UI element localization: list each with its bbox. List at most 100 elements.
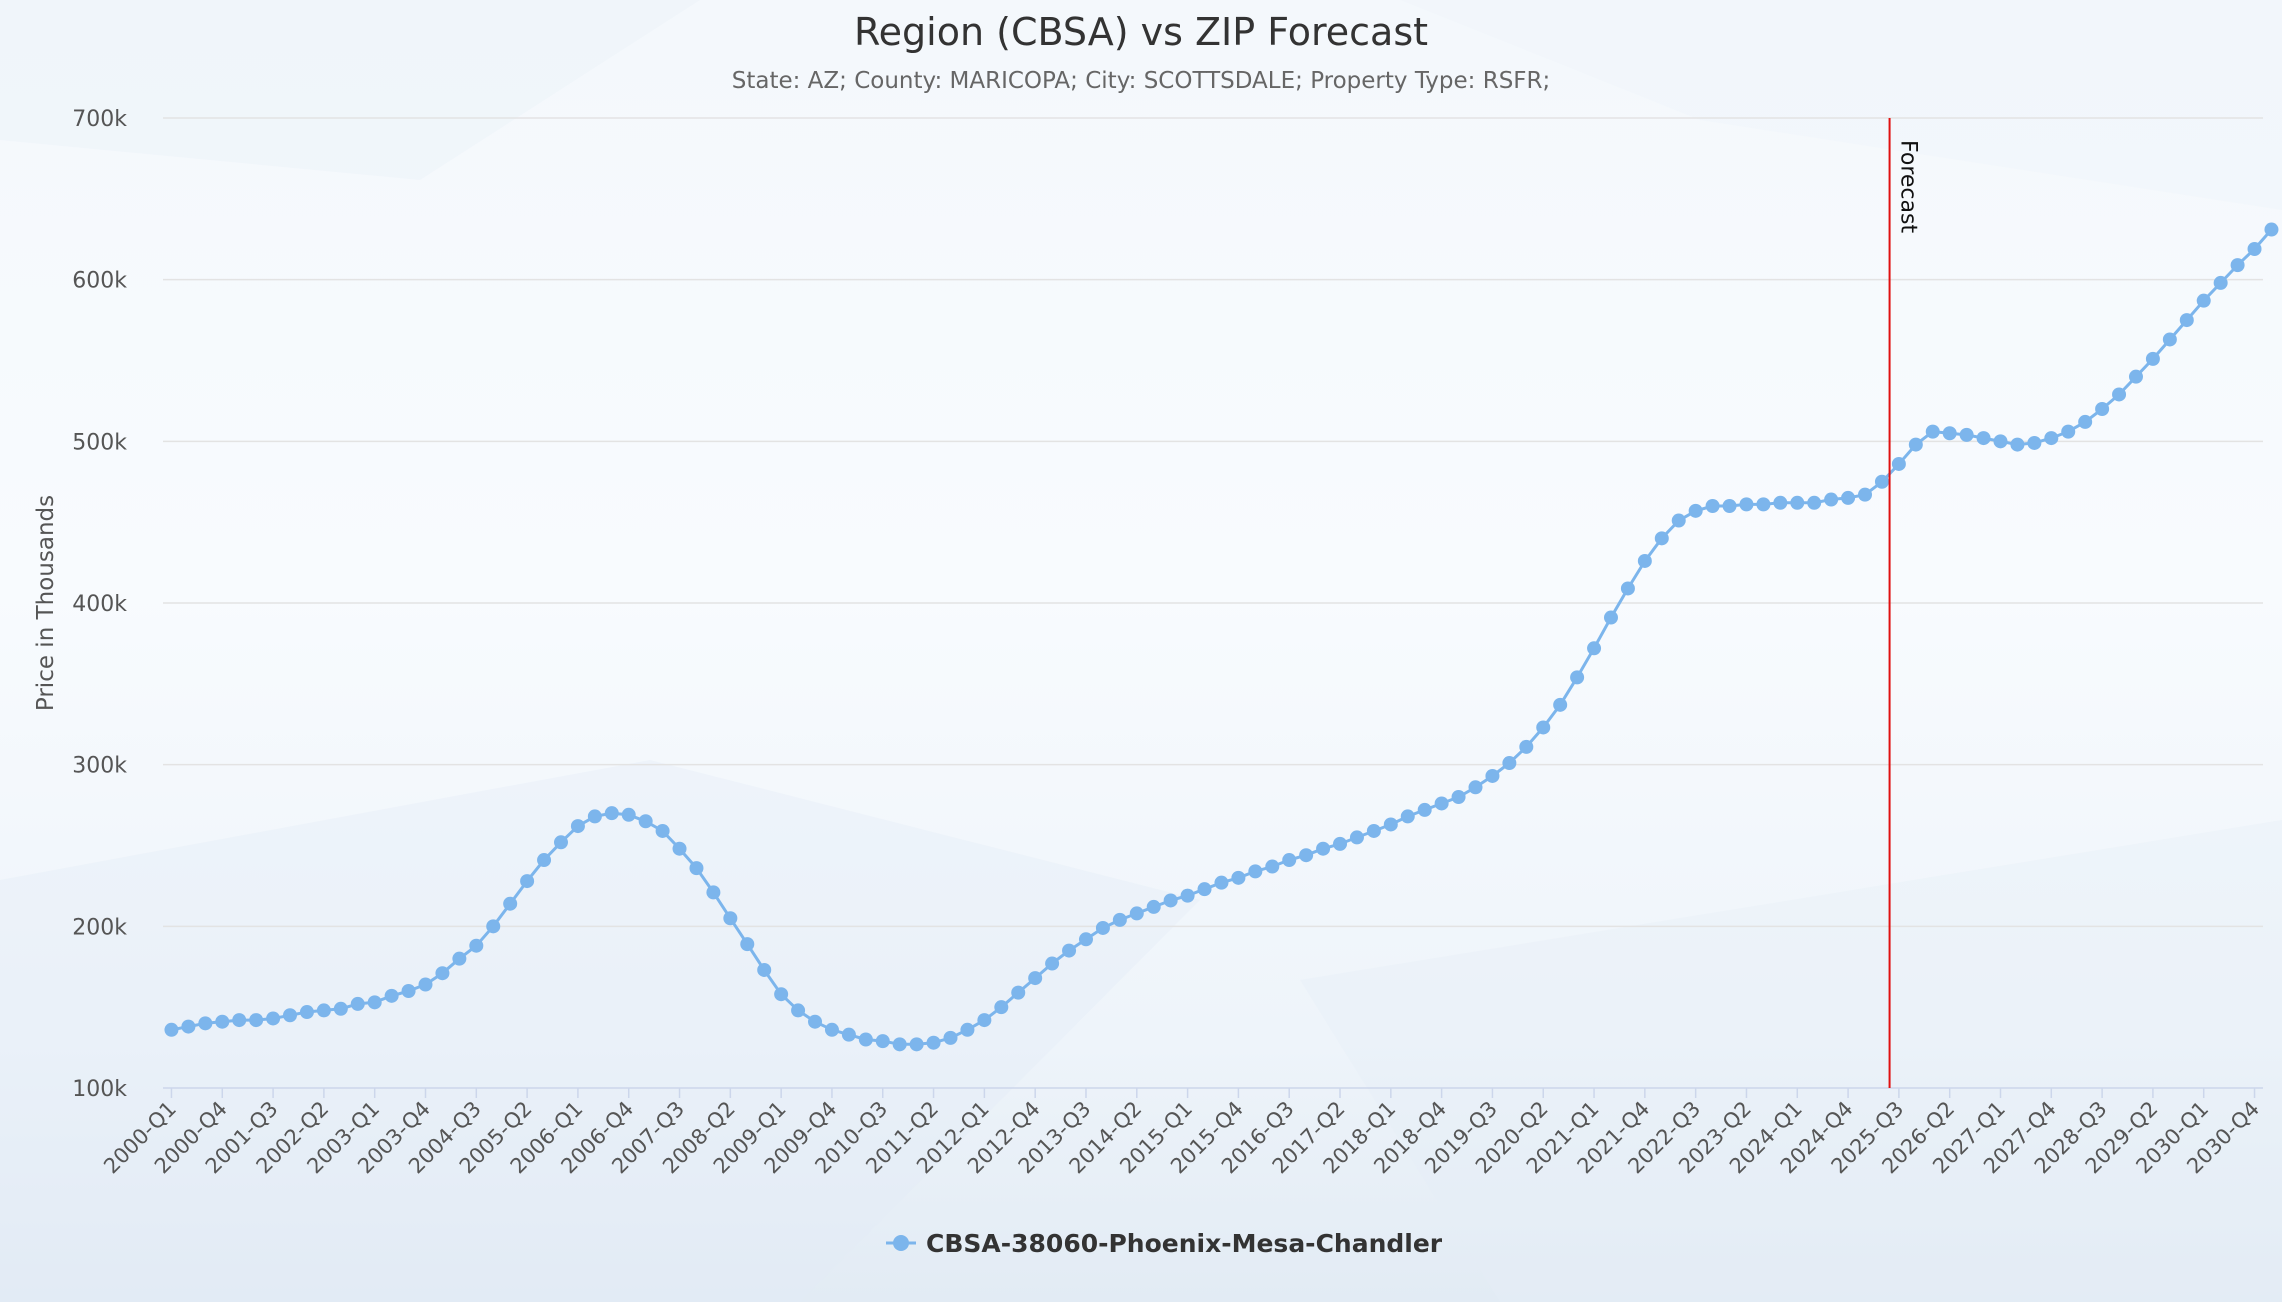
data-point[interactable] (909, 1037, 924, 1052)
data-point[interactable] (1570, 670, 1585, 685)
data-point[interactable] (892, 1037, 907, 1052)
data-point[interactable] (1942, 426, 1957, 441)
data-point[interactable] (1688, 503, 1703, 518)
data-point[interactable] (1993, 434, 2008, 449)
data-point[interactable] (1502, 756, 1517, 771)
data-point[interactable] (1824, 492, 1839, 507)
data-point[interactable] (2027, 435, 2042, 450)
data-point[interactable] (1739, 497, 1754, 512)
data-point[interactable] (1366, 823, 1381, 838)
data-point[interactable] (1536, 720, 1551, 735)
data-point[interactable] (672, 841, 687, 856)
data-point[interactable] (757, 962, 772, 977)
data-point[interactable] (706, 885, 721, 900)
data-point[interactable] (2264, 222, 2279, 237)
data-point[interactable] (1959, 427, 1974, 442)
data-point[interactable] (1383, 817, 1398, 832)
data-point[interactable] (2010, 437, 2025, 452)
data-point[interactable] (553, 835, 568, 850)
data-point[interactable] (486, 919, 501, 934)
data-point[interactable] (1976, 431, 1991, 446)
data-point[interactable] (960, 1022, 975, 1037)
data-point[interactable] (1299, 848, 1314, 863)
data-point[interactable] (1671, 513, 1686, 528)
data-point[interactable] (1078, 932, 1093, 947)
data-point[interactable] (1874, 474, 1889, 489)
data-point[interactable] (384, 988, 399, 1003)
data-point[interactable] (604, 806, 619, 821)
data-point[interactable] (1045, 956, 1060, 971)
data-point[interactable] (333, 1001, 348, 1016)
data-point[interactable] (841, 1027, 856, 1042)
data-point[interactable] (1265, 859, 1280, 874)
data-point[interactable] (1163, 893, 1178, 908)
data-point[interactable] (198, 1016, 213, 1031)
data-point[interactable] (1722, 499, 1737, 513)
data-point[interactable] (875, 1034, 890, 1049)
data-point[interactable] (1790, 495, 1805, 510)
data-point[interactable] (215, 1014, 230, 1029)
data-point[interactable] (283, 1008, 298, 1023)
data-point[interactable] (2230, 258, 2245, 273)
data-point[interactable] (1705, 499, 1720, 513)
data-point[interactable] (1011, 985, 1026, 1000)
legend[interactable]: CBSA-38060-Phoenix-Mesa-Chandler (886, 1229, 1443, 1258)
data-point[interactable] (2044, 431, 2059, 446)
data-point[interactable] (977, 1013, 992, 1028)
data-point[interactable] (520, 874, 535, 889)
data-point[interactable] (1062, 943, 1077, 958)
data-point[interactable] (503, 896, 518, 911)
data-point[interactable] (570, 819, 585, 834)
data-point[interactable] (1316, 841, 1331, 856)
data-point[interactable] (350, 996, 365, 1011)
data-point[interactable] (723, 911, 738, 926)
data-point[interactable] (2213, 275, 2228, 290)
data-point[interactable] (858, 1032, 873, 1047)
data-point[interactable] (638, 814, 653, 829)
data-point[interactable] (1129, 906, 1144, 921)
data-point[interactable] (401, 984, 416, 998)
data-point[interactable] (181, 1019, 196, 1034)
data-point[interactable] (1333, 836, 1348, 851)
data-point[interactable] (2128, 369, 2143, 384)
data-point[interactable] (1637, 553, 1652, 568)
data-point[interactable] (1925, 424, 1940, 439)
data-point[interactable] (689, 861, 704, 876)
data-point[interactable] (1349, 830, 1364, 845)
data-point[interactable] (1587, 641, 1602, 656)
data-point[interactable] (469, 938, 484, 953)
data-point[interactable] (808, 1014, 823, 1029)
data-point[interactable] (2145, 351, 2160, 366)
data-point[interactable] (774, 987, 789, 1002)
data-point[interactable] (1400, 809, 1415, 824)
data-point[interactable] (2112, 387, 2127, 402)
data-point[interactable] (1282, 853, 1297, 868)
data-point[interactable] (1434, 796, 1449, 811)
data-point[interactable] (249, 1013, 264, 1028)
data-point[interactable] (299, 1005, 314, 1020)
data-point[interactable] (1603, 610, 1618, 625)
data-point[interactable] (1028, 971, 1043, 986)
data-point[interactable] (740, 937, 755, 952)
data-point[interactable] (1112, 912, 1127, 927)
data-point[interactable] (1858, 487, 1873, 502)
data-point[interactable] (266, 1011, 281, 1026)
data-point[interactable] (824, 1022, 839, 1037)
data-point[interactable] (1908, 437, 1923, 452)
data-point[interactable] (2095, 402, 2110, 416)
data-point[interactable] (655, 823, 670, 838)
data-point[interactable] (1248, 864, 1263, 879)
data-point[interactable] (435, 966, 450, 981)
data-point[interactable] (1451, 790, 1466, 804)
data-point[interactable] (1891, 456, 1906, 471)
data-point[interactable] (2196, 293, 2211, 308)
data-point[interactable] (1417, 802, 1432, 817)
data-point[interactable] (367, 995, 382, 1010)
data-point[interactable] (164, 1022, 179, 1037)
data-point[interactable] (2061, 424, 2076, 439)
data-point[interactable] (1773, 495, 1788, 510)
data-point[interactable] (418, 977, 433, 992)
data-point[interactable] (1485, 768, 1500, 783)
data-point[interactable] (1180, 888, 1195, 903)
data-point[interactable] (1095, 920, 1110, 935)
